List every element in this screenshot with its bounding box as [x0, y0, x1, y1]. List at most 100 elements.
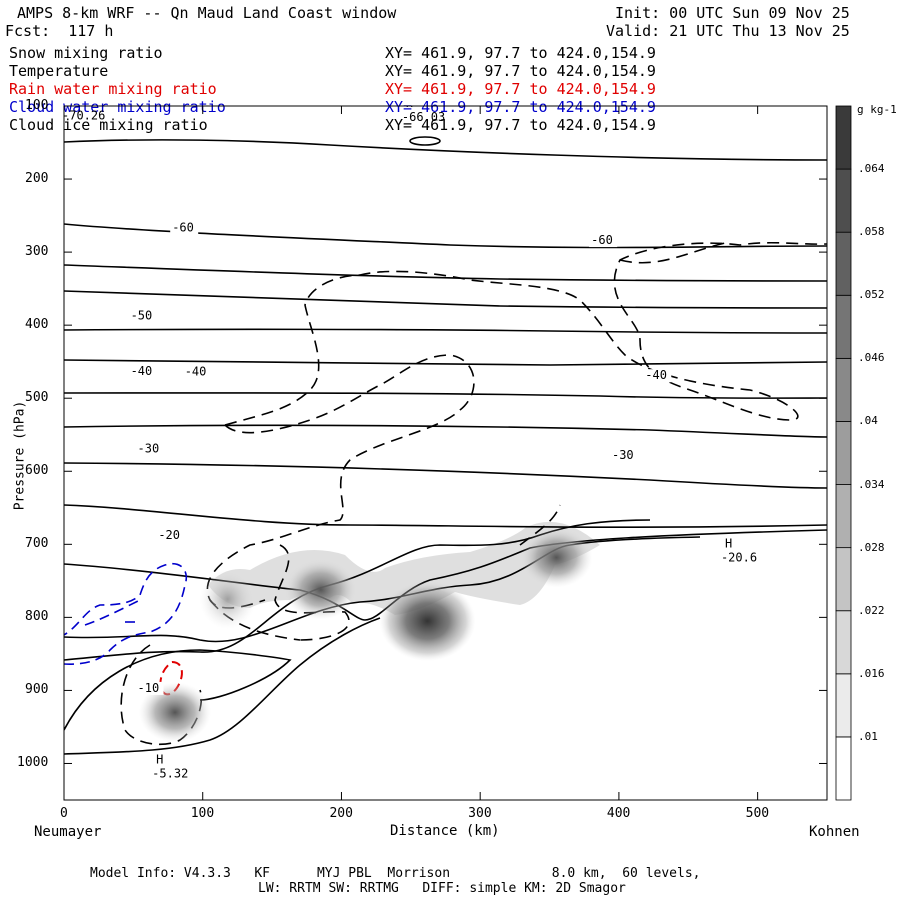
isotherm	[64, 462, 827, 489]
colorbar-level-label: .016	[858, 666, 885, 680]
colorbar-level-label: .064	[858, 162, 885, 176]
isotherm-label: -60	[172, 221, 194, 235]
legend-cloud-ice: Cloud ice mixing ratio	[9, 116, 208, 134]
label-backdrop	[156, 529, 185, 543]
extremum-value: -20.6	[721, 550, 757, 564]
cloud-water-contour	[64, 563, 187, 665]
colorbar-level-label: .058	[858, 225, 885, 239]
y-tick-label: 100	[25, 98, 49, 113]
snow-maximum	[284, 559, 357, 620]
legend-snow: Snow mixing ratio	[9, 44, 163, 62]
y-tick-label: 400	[25, 317, 49, 333]
isotherm	[64, 264, 827, 282]
cloud-ice-contour	[619, 241, 731, 264]
isotherm-islands	[409, 136, 441, 146]
snow-maximum	[199, 569, 256, 630]
rain-water-contour	[159, 661, 183, 696]
y-tick-label: 1000	[17, 755, 49, 771]
y-tick-label: 200	[25, 171, 49, 187]
init-time: Init: 00 UTC Sun 09 Nov 25	[615, 4, 850, 22]
isotherm-label: -40	[645, 368, 667, 382]
colorbar-level-label: .046	[858, 351, 885, 365]
y-tick-label: 800	[25, 609, 49, 625]
snow-maximum	[138, 682, 211, 743]
label-backdrop	[170, 221, 199, 235]
temperature-label-layer: -60 -60 -50 -40 -40 -40 -30 -30 -20 -10	[128, 221, 672, 695]
cloud-ice-contour	[519, 504, 561, 546]
isotherm-label: -50	[131, 308, 153, 322]
colorbar-bin	[835, 421, 852, 485]
x-tick-label: 500	[745, 806, 770, 821]
extremum-value: -66.03	[402, 110, 445, 124]
legend-cloud-ice-xy: XY= 461.9, 97.7 to 424.0,154.9	[385, 116, 656, 134]
colorbar-level-label: .034	[858, 477, 885, 491]
x-end-right-label: Kohnen	[809, 824, 860, 840]
isotherm	[64, 504, 827, 529]
cloud-ice-contour	[206, 354, 475, 609]
y-tick-label: 300	[25, 244, 49, 260]
y-axis-label: Pressure (hPa)	[12, 400, 28, 511]
model-info-line2: LW: RRTM SW: RRTMG DIFF: simple KM: 2D S…	[258, 881, 626, 896]
legend-cloud-water: Cloud water mixing ratio	[9, 98, 226, 116]
isotherm-label: -10	[138, 681, 160, 695]
cloud-ice-contour	[224, 241, 827, 426]
forecast-hour: Fcst: 117 h	[5, 22, 114, 40]
x-tick-label: 400	[606, 806, 631, 821]
isotherm	[64, 649, 292, 731]
colorbar-bin	[835, 673, 852, 738]
cloud-water-contour	[84, 599, 141, 626]
isotherm-label: -20	[158, 528, 180, 542]
isotherm-label: -30	[612, 448, 634, 462]
label-backdrop	[135, 681, 164, 695]
colorbar-level-label: .052	[858, 288, 885, 302]
extremum-value: -70.26	[62, 108, 105, 122]
extrema-label-layer: H-66.03H-20.6H-5.32-70.26	[62, 96, 757, 781]
colorbar-bin	[835, 357, 852, 422]
label-backdrop	[643, 369, 672, 383]
snow-maximum	[520, 527, 593, 588]
chart-title: AMPS 8-km WRF -- Qn Maud Land Coast wind…	[17, 4, 397, 22]
legend-snow-xy: XY= 461.9, 97.7 to 424.0,154.9	[385, 44, 656, 62]
label-backdrop	[128, 309, 157, 323]
plot-frame	[63, 105, 828, 801]
label-backdrop	[182, 365, 211, 379]
snow-maxima-layer	[138, 527, 593, 743]
colorbar-bin	[835, 231, 852, 296]
x-tick-label: 100	[190, 806, 215, 821]
model-info-line1: Model Info: V4.3.3 KF MYJ PBL Morrison 8…	[90, 866, 701, 881]
colorbar	[835, 105, 852, 801]
y-tick-label: 700	[25, 536, 49, 552]
label-backdrop	[135, 442, 164, 456]
valid-time: Valid: 21 UTC Thu 13 Nov 25	[606, 22, 850, 40]
colorbar-bin	[835, 168, 852, 233]
x-axis-label: Distance (km)	[390, 823, 500, 839]
extremum-marker: H	[156, 753, 163, 767]
isotherm	[64, 139, 827, 161]
isotherm	[64, 290, 827, 309]
extremum-value: -5.32	[152, 767, 188, 781]
isotherm	[64, 328, 827, 334]
extremum-marker: H	[406, 96, 413, 110]
terrain-line	[64, 617, 381, 755]
y-tick-label: 500	[25, 390, 49, 406]
label-backdrop	[589, 234, 618, 248]
colorbar-bin	[835, 547, 852, 612]
colorbar-level-label: .028	[858, 540, 885, 554]
isotherm	[64, 424, 827, 438]
isotherm-label: -30	[138, 441, 160, 455]
colorbar-level-label: .022	[858, 603, 885, 617]
y-tick-label: 900	[25, 682, 49, 698]
legend-temperature-xy: XY= 461.9, 97.7 to 424.0,154.9	[385, 62, 656, 80]
axis-ticks	[63, 105, 827, 800]
colorbar-bin	[835, 484, 852, 549]
snow-maximum	[379, 581, 476, 662]
isotherm	[64, 359, 827, 366]
isotherm	[64, 392, 827, 399]
isotherm-label: -40	[185, 365, 207, 379]
legend-rain: Rain water mixing ratio	[9, 80, 217, 98]
cloud-water-contours	[64, 563, 187, 665]
colorbar-bin	[835, 105, 852, 170]
plot-contents: -60-60-50-40 -40 -40-30 -30-20-10 H-66.03H-…	[62, 96, 827, 781]
legend-cloud-water-xy: XY= 461.9, 97.7 to 424.0,154.9	[385, 98, 656, 116]
isotherm-island	[409, 136, 441, 146]
